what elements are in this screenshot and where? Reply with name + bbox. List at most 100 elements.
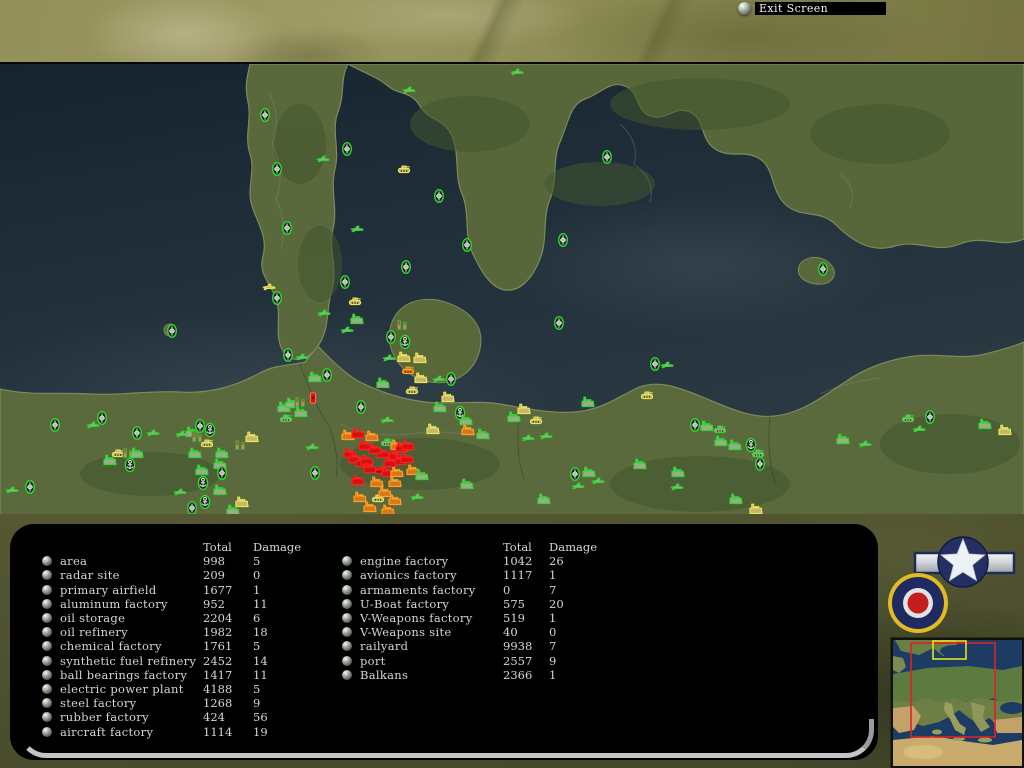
tank-target-icon[interactable] bbox=[348, 297, 362, 306]
target-target-icon[interactable] bbox=[282, 347, 294, 363]
exit-screen-label[interactable]: Exit Screen bbox=[755, 2, 886, 15]
plane-target-icon[interactable] bbox=[510, 68, 524, 76]
factory-target-icon[interactable] bbox=[381, 504, 395, 516]
anchor-target-icon[interactable] bbox=[124, 457, 136, 473]
row-bullet-button[interactable] bbox=[42, 641, 52, 652]
tank-target-icon[interactable] bbox=[405, 386, 419, 395]
factory-target-icon[interactable] bbox=[700, 420, 714, 432]
target-target-icon[interactable] bbox=[339, 274, 351, 290]
row-bullet-button[interactable] bbox=[342, 570, 352, 581]
buildings-target-icon[interactable] bbox=[234, 439, 246, 451]
plane-target-icon[interactable] bbox=[305, 443, 319, 451]
plane-target-icon[interactable] bbox=[410, 493, 424, 501]
tank-target-icon[interactable] bbox=[640, 391, 654, 400]
factory-target-icon[interactable] bbox=[376, 377, 390, 389]
factory-target-icon[interactable] bbox=[400, 452, 414, 464]
target-target-icon[interactable] bbox=[445, 371, 457, 387]
factory-target-icon[interactable] bbox=[714, 435, 728, 447]
target-target-icon[interactable] bbox=[817, 261, 829, 277]
factory-target-icon[interactable] bbox=[581, 396, 595, 408]
target-target-icon[interactable] bbox=[194, 418, 206, 434]
row-bullet-button[interactable] bbox=[342, 655, 352, 666]
tank-target-icon[interactable] bbox=[713, 425, 727, 434]
factory-target-icon[interactable] bbox=[978, 418, 992, 430]
plane-target-icon[interactable] bbox=[340, 326, 354, 334]
target-target-icon[interactable] bbox=[557, 232, 569, 248]
row-bullet-button[interactable] bbox=[342, 669, 352, 680]
target-target-icon[interactable] bbox=[924, 409, 936, 425]
factory-target-icon[interactable] bbox=[728, 439, 742, 451]
tank-target-icon[interactable] bbox=[397, 165, 411, 174]
factory-target-icon[interactable] bbox=[215, 447, 229, 459]
target-target-icon[interactable] bbox=[689, 417, 701, 433]
factory-target-icon[interactable] bbox=[350, 313, 364, 325]
factory-target-icon[interactable] bbox=[130, 447, 144, 459]
row-bullet-button[interactable] bbox=[342, 613, 352, 624]
tank-target-icon[interactable] bbox=[901, 414, 915, 423]
target-target-icon[interactable] bbox=[355, 399, 367, 415]
factory-target-icon[interactable] bbox=[433, 401, 447, 413]
target-target-icon[interactable] bbox=[649, 356, 661, 372]
row-bullet-button[interactable] bbox=[42, 627, 52, 638]
factory-target-icon[interactable] bbox=[370, 476, 384, 488]
factory-target-icon[interactable] bbox=[729, 493, 743, 505]
factory-target-icon[interactable] bbox=[363, 462, 377, 474]
factory-target-icon[interactable] bbox=[998, 424, 1012, 436]
target-target-icon[interactable] bbox=[186, 500, 198, 516]
target-target-icon[interactable] bbox=[281, 220, 293, 236]
row-bullet-button[interactable] bbox=[42, 683, 52, 694]
factory-target-icon[interactable] bbox=[441, 391, 455, 403]
row-bullet-button[interactable] bbox=[342, 584, 352, 595]
row-bullet-button[interactable] bbox=[42, 712, 52, 723]
plane-target-icon[interactable] bbox=[539, 432, 553, 440]
plane-target-icon[interactable] bbox=[5, 486, 19, 494]
factory-target-icon[interactable] bbox=[388, 494, 402, 506]
factory-target-icon[interactable] bbox=[388, 476, 402, 488]
factory-target-icon[interactable] bbox=[378, 486, 392, 498]
row-bullet-button[interactable] bbox=[42, 570, 52, 581]
factory-target-icon[interactable] bbox=[103, 454, 117, 466]
tank-target-icon[interactable] bbox=[200, 439, 214, 448]
exit-button-sphere-icon[interactable] bbox=[738, 2, 751, 15]
factory-target-icon[interactable] bbox=[308, 371, 322, 383]
factory-target-icon[interactable] bbox=[351, 427, 365, 439]
plane-target-icon[interactable] bbox=[86, 421, 100, 429]
plane-target-icon[interactable] bbox=[402, 86, 416, 94]
buildings-target-icon[interactable] bbox=[294, 396, 306, 408]
buildings-target-icon[interactable] bbox=[396, 319, 408, 331]
factory-target-icon[interactable] bbox=[459, 414, 473, 426]
factory-target-icon[interactable] bbox=[749, 503, 763, 515]
row-bullet-button[interactable] bbox=[42, 584, 52, 595]
row-bullet-button[interactable] bbox=[42, 726, 52, 737]
target-target-icon[interactable] bbox=[433, 188, 445, 204]
target-target-icon[interactable] bbox=[400, 259, 412, 275]
factory-target-icon[interactable] bbox=[213, 484, 227, 496]
target-target-icon[interactable] bbox=[49, 417, 61, 433]
factory-target-icon[interactable] bbox=[226, 504, 240, 516]
anchor-target-icon[interactable] bbox=[745, 437, 757, 453]
factory-target-icon[interactable] bbox=[836, 433, 850, 445]
factory-target-icon[interactable] bbox=[245, 431, 259, 443]
factory-target-icon[interactable] bbox=[517, 403, 531, 415]
factory-target-icon[interactable] bbox=[582, 466, 596, 478]
target-target-icon[interactable] bbox=[553, 315, 565, 331]
target-target-icon[interactable] bbox=[131, 425, 143, 441]
row-bullet-button[interactable] bbox=[42, 698, 52, 709]
plane-target-icon[interactable] bbox=[912, 425, 926, 433]
plane-target-icon[interactable] bbox=[350, 225, 364, 233]
factory-target-icon[interactable] bbox=[401, 439, 415, 451]
row-bullet-button[interactable] bbox=[42, 613, 52, 624]
target-target-icon[interactable] bbox=[24, 479, 36, 495]
factory-target-icon[interactable] bbox=[406, 464, 420, 476]
factory-target-icon[interactable] bbox=[363, 501, 377, 513]
factory-target-icon[interactable] bbox=[537, 493, 551, 505]
plane-target-icon[interactable] bbox=[173, 488, 187, 496]
plane-target-icon[interactable] bbox=[262, 283, 276, 291]
factory-target-icon[interactable] bbox=[360, 454, 374, 466]
plane-target-icon[interactable] bbox=[571, 482, 585, 490]
target-target-icon[interactable] bbox=[569, 466, 581, 482]
plane-target-icon[interactable] bbox=[382, 354, 396, 362]
buildings-target-icon[interactable] bbox=[191, 431, 203, 443]
row-bullet-button[interactable] bbox=[342, 556, 352, 567]
plane-target-icon[interactable] bbox=[146, 429, 160, 437]
